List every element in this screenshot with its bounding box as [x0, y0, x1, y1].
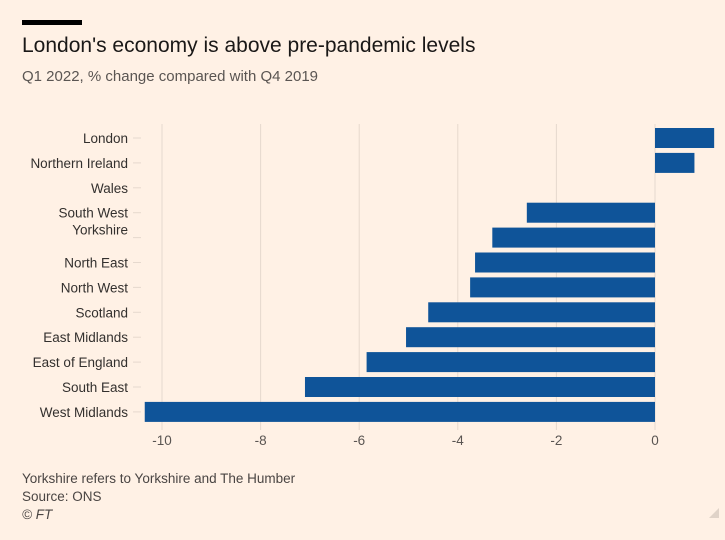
bar: [655, 128, 715, 148]
category-label: London: [83, 131, 128, 146]
bar: [366, 352, 655, 373]
bar: [406, 327, 655, 348]
category-label: Yorkshire: [72, 223, 128, 238]
category-label: East of England: [33, 355, 128, 370]
category-label: South West: [58, 206, 128, 221]
category-label: North East: [64, 256, 128, 271]
bar: [470, 277, 655, 298]
bar: [475, 252, 655, 273]
x-tick-label: -8: [255, 433, 267, 448]
x-tick-label: -4: [452, 433, 464, 448]
category-label: South East: [62, 380, 128, 395]
category-label: West Midlands: [40, 405, 129, 420]
x-tick-label: -2: [550, 433, 562, 448]
bar: [526, 202, 655, 223]
bars: [144, 128, 715, 422]
bar: [144, 401, 655, 422]
copyright-note: © FT: [22, 507, 53, 522]
source-note: Source: ONS: [22, 489, 102, 504]
category-label: North West: [61, 280, 129, 295]
category-label: Wales: [91, 181, 128, 196]
bar: [428, 302, 655, 323]
category-label: Northern Ireland: [30, 156, 128, 171]
footnote: Yorkshire refers to Yorkshire and The Hu…: [22, 471, 296, 486]
x-tick-label: 0: [651, 433, 659, 448]
bar: [304, 377, 655, 397]
chart-title: London's economy is above pre-pandemic l…: [22, 34, 476, 57]
x-tick-label: -10: [152, 433, 172, 448]
category-label: Scotland: [75, 305, 128, 320]
ft-brand-bar: [22, 20, 82, 25]
x-tick-label: -6: [353, 433, 365, 448]
x-axis: -10 -8 -6 -4 -2 0: [152, 433, 659, 448]
category-labels: London Northern Ireland Wales South West Yor…: [30, 131, 141, 420]
category-label: East Midlands: [43, 330, 128, 345]
bar: [492, 227, 655, 248]
resize-handle-icon[interactable]: [709, 508, 719, 518]
chart-subtitle: Q1 2022, % change compared with Q4 2019: [22, 68, 319, 85]
bar: [655, 152, 695, 173]
